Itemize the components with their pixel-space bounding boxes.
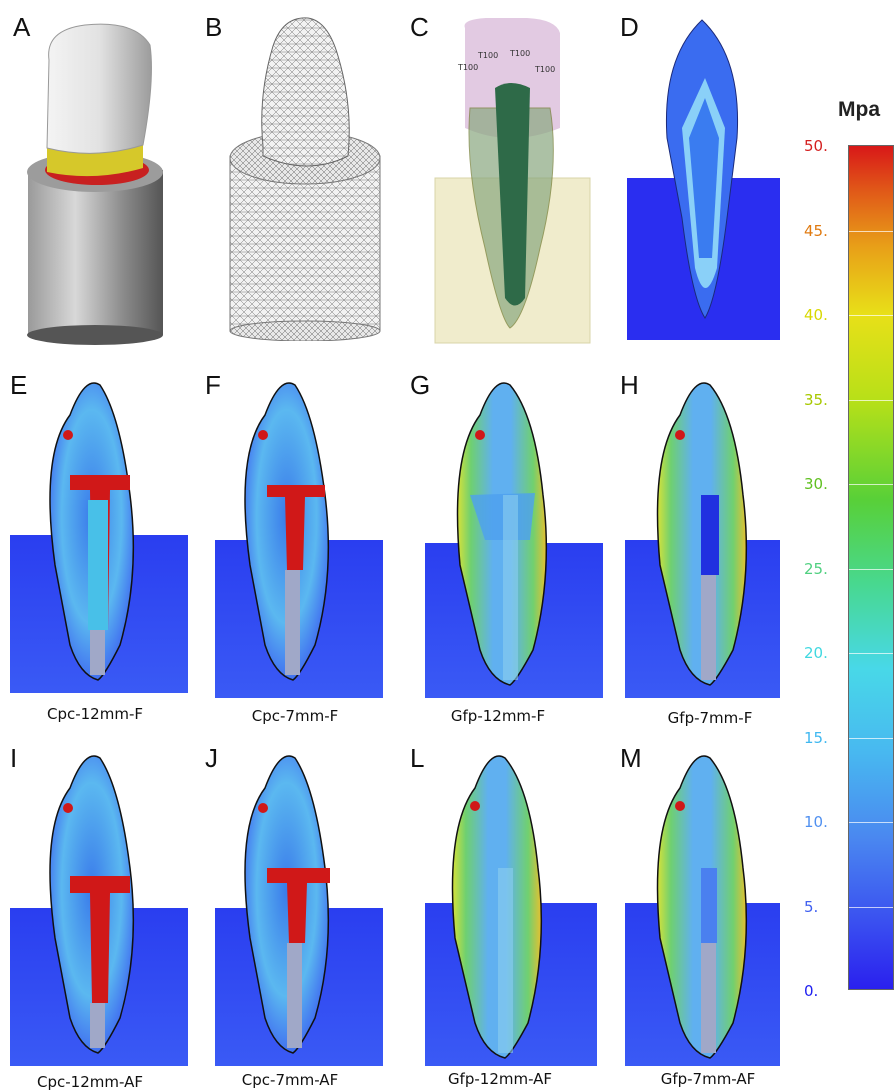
panel-letter-m: M [620,743,642,773]
scale-tick-label: 50. [804,137,828,155]
caption-h: Gfp-7mm-F [667,709,753,727]
panel-letter-i: I [10,743,18,773]
scale-tick-label: 5. [804,897,819,916]
scale-tick-label: 10. [804,813,828,831]
scale-tick-label: 45. [804,221,828,240]
caption-m: Gfp-7mm-AF [660,1070,756,1088]
annotation-t100-3: T100 [457,63,478,72]
panel-l-stress-section [425,755,597,1066]
panel-c-transparent-model: T100 T100 T100 T100 [434,18,591,344]
scale-tick-label: 20. [804,644,828,662]
panel-letter-f: F [205,370,221,400]
panel-letter-a: A [13,12,31,42]
panel-letter-j: J [205,743,218,773]
caption-e: Cpc-12mm-F [46,705,143,723]
colorbar-tick-line [849,399,893,401]
panel-d-stress-map [627,19,780,340]
panel-letter-c: C [410,12,429,42]
panel-letter-g: G [410,370,431,400]
panel-f-stress-section [215,382,383,698]
panel-m-stress-section [625,755,780,1066]
scale-tick-label: 15. [804,728,828,747]
colorbar-tick-line [849,315,893,316]
caption-f: Cpc-7mm-F [251,707,339,725]
panel-i-stress-section [10,755,188,1066]
scale-tick-label: 0. [804,982,819,1000]
panel-letter-h: H [620,370,639,400]
scale-tick-label: 35. [804,390,828,409]
panel-j-stress-section [215,755,383,1066]
panel-letter-e: E [10,370,28,400]
scale-tick-label: 30. [804,475,828,493]
colorbar-tick-line [849,484,893,485]
caption-j: Cpc-7mm-AF [241,1071,339,1089]
caption-i: Cpc-12mm-AF [37,1073,143,1091]
panel-letter-b: B [205,12,223,42]
annotation-t100-4: T100 [534,65,555,74]
panel-b-mesh-model [229,17,381,341]
colorbar-tick-line [849,737,893,739]
colorbar-tick-line [849,822,893,823]
scale-unit-label: Mpa [838,98,880,121]
caption-l: Gfp-12mm-AF [447,1070,553,1088]
caption-g: Gfp-12mm-F [450,707,546,725]
annotation-t100-1: T100 [477,51,498,60]
annotation-t100-2: T100 [509,49,530,58]
panel-letter-l: L [410,743,425,773]
colorbar-tick-line [849,653,893,654]
scale-tick-label: 25. [804,559,828,578]
panel-a-model [27,23,163,345]
panel-g-stress-section [425,382,603,698]
panel-e-stress-section [10,382,188,693]
colorbar-tick-line [849,230,893,232]
scale-tick-label: 40. [804,306,828,324]
stress-colorbar [848,145,894,990]
panel-letter-d: D [620,12,639,42]
panel-h-stress-section [625,382,780,698]
colorbar-tick-line [849,568,893,570]
colorbar-tick-line [849,906,893,908]
